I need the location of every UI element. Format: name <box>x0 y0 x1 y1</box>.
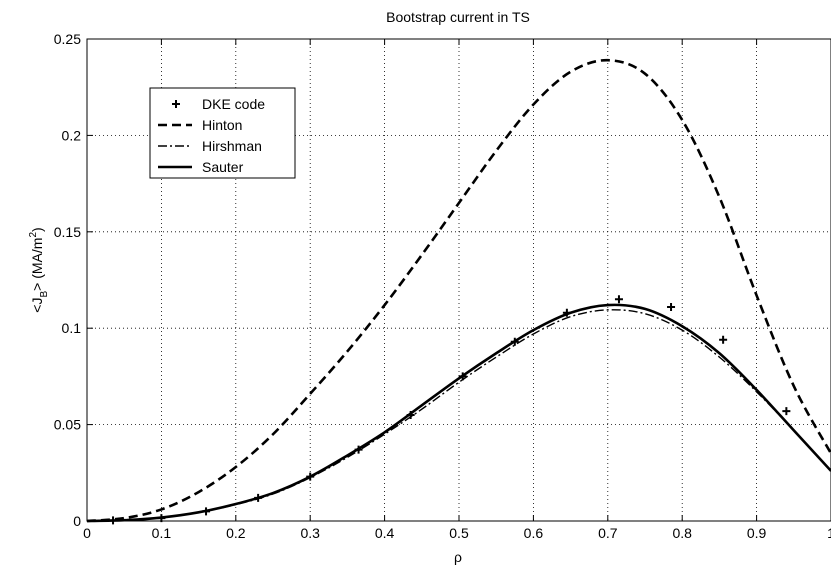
x-tick-label: 0 <box>83 525 91 541</box>
dke-data-point <box>782 407 791 416</box>
legend-label: Sauter <box>202 159 244 175</box>
x-tick-label: 0.9 <box>747 525 767 541</box>
legend-item-sauter: Sauter <box>158 159 244 175</box>
y-label-middle: > (MA/m <box>29 238 45 291</box>
grid-lines <box>87 39 831 521</box>
y-tick-label: 0.2 <box>62 127 82 143</box>
dke-data-point <box>614 295 623 304</box>
x-tick-label: 0.1 <box>152 525 172 541</box>
series-line-sauter <box>86 303 831 523</box>
legend: DKE code Hinton Hirshman Sauter <box>149 87 296 179</box>
series-line-hinton <box>86 58 831 523</box>
legend-item-dke-code: DKE code <box>172 96 265 112</box>
legend-item-hinton: Hinton <box>158 117 242 133</box>
legend-item-hirshman: Hirshman <box>158 138 262 154</box>
x-tick-label: 0.7 <box>598 525 618 541</box>
y-tick-label: 0.15 <box>54 224 81 240</box>
y-label-end: ) <box>29 227 45 232</box>
y-tick-label: 0.1 <box>62 320 82 336</box>
x-tick-label: 0.2 <box>226 525 246 541</box>
y-label-superscript: 2 <box>28 232 39 238</box>
x-tick-label: 0.4 <box>375 525 395 541</box>
x-tick-label: 0.8 <box>672 525 692 541</box>
dke-data-point <box>667 302 676 311</box>
y-label-main: <J <box>29 298 45 313</box>
series-layer <box>86 58 831 525</box>
y-axis-label: <JB> (MA/m2) <box>28 227 50 312</box>
dke-data-point <box>719 335 728 344</box>
legend-label: Hinton <box>202 117 242 133</box>
y-tick-label: 0.25 <box>54 31 81 47</box>
chart-title: Bootstrap current in TS <box>386 9 530 25</box>
x-tick-label: 1 <box>827 525 831 541</box>
legend-swatch <box>172 100 180 108</box>
legend-label: DKE code <box>202 96 265 112</box>
x-tick-label: 0.3 <box>300 525 320 541</box>
y-tick-label: 0.05 <box>54 417 81 433</box>
x-axis-label: ρ <box>454 549 462 565</box>
legend-label: Hirshman <box>202 138 262 154</box>
x-tick-label: 0.6 <box>524 525 544 541</box>
x-tick-label: 0.5 <box>449 525 469 541</box>
y-label-subscript: B <box>39 291 50 298</box>
axis-ticks: 0 0.1 0.2 0.3 0.4 0.5 0.6 0.7 0.8 0.9 1 0 0.05 0.1 0.1… <box>54 31 831 541</box>
y-tick-label: 0 <box>73 513 81 529</box>
